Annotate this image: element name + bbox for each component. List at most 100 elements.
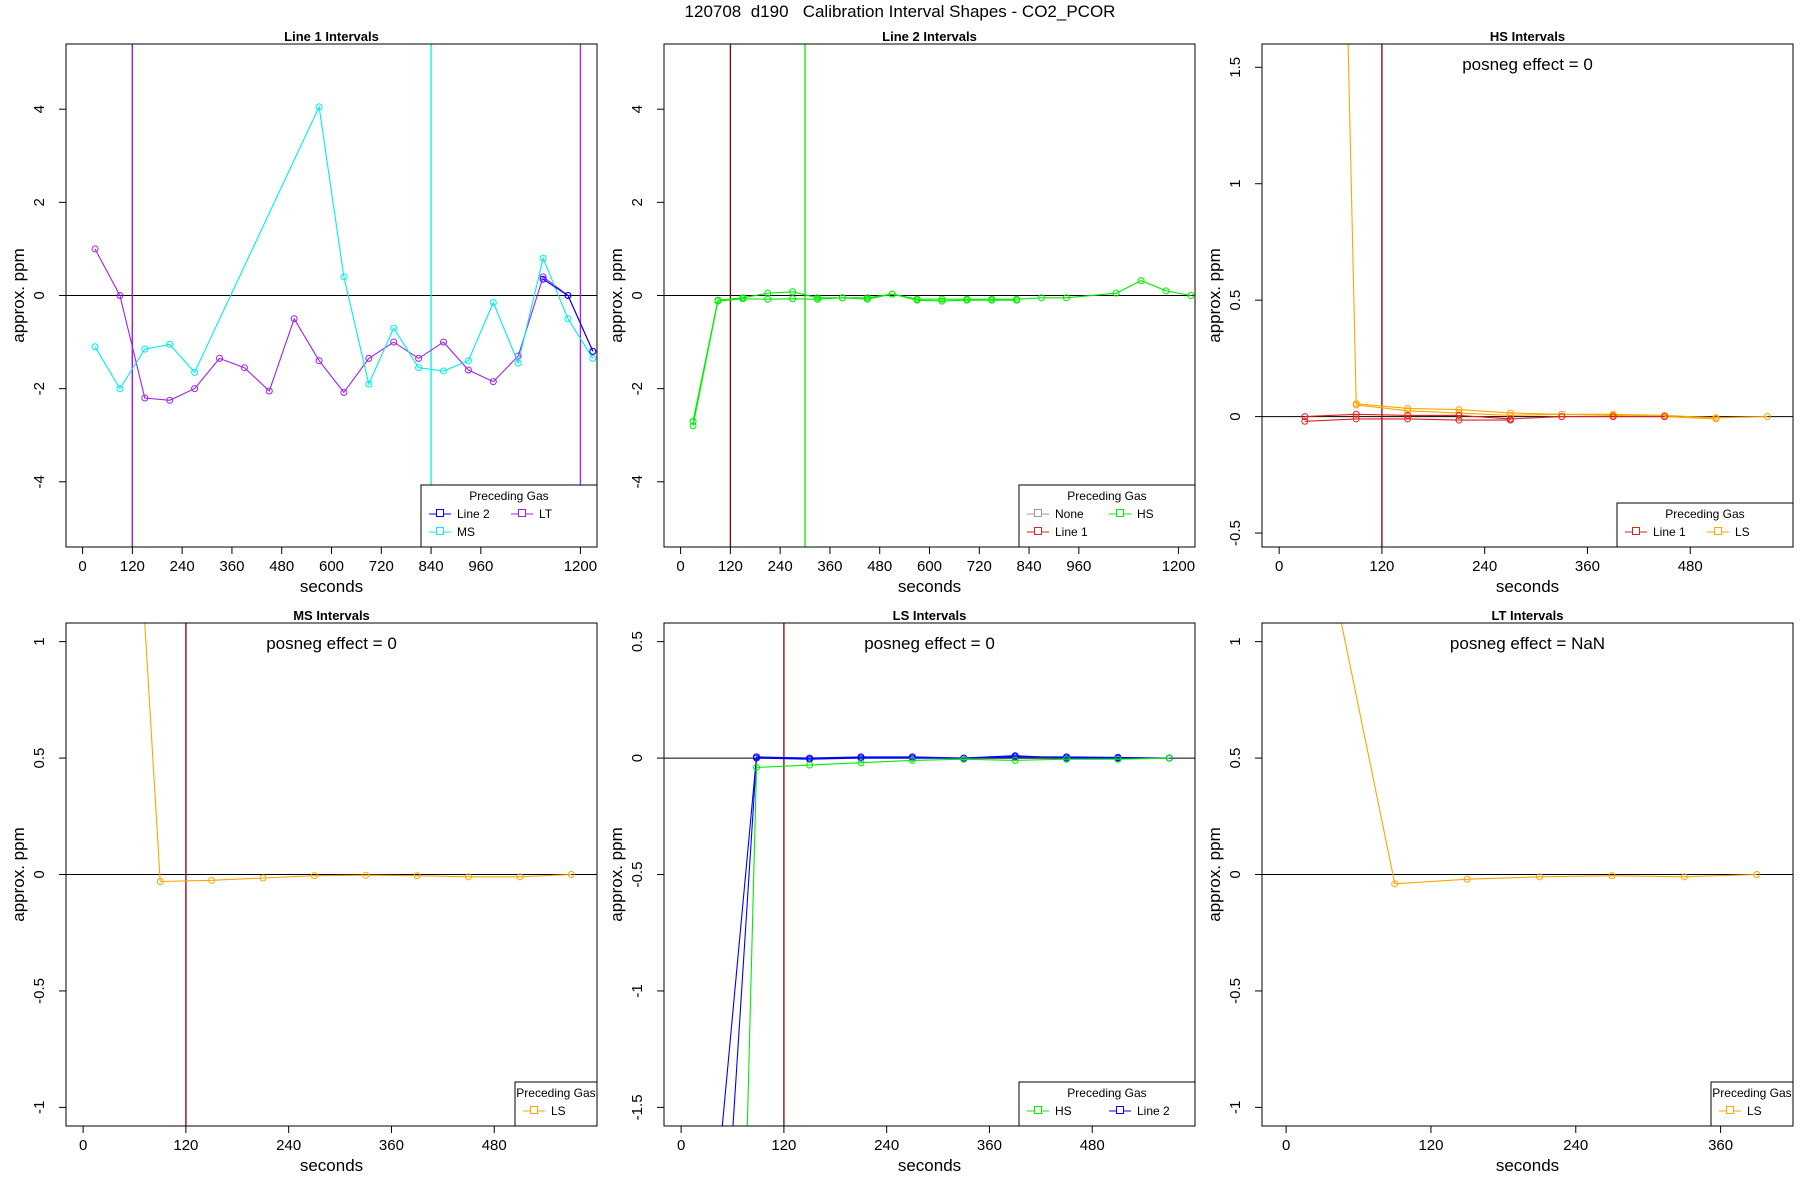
x-axis-label: seconds (898, 1156, 961, 1175)
data-point (714, 297, 722, 305)
data-point (1301, 413, 1309, 421)
data-point (1608, 872, 1616, 880)
data-point (1455, 411, 1463, 419)
data-point (1137, 277, 1145, 285)
y-tick-label: 4 (629, 105, 646, 113)
x-tick-label: 0 (79, 1137, 87, 1154)
data-point (140, 592, 146, 598)
data-point (1112, 289, 1120, 297)
data-point (589, 347, 597, 355)
series-line-hs (692, 279, 1192, 422)
data-point (315, 357, 323, 365)
y-tick-label: 0.5 (1227, 290, 1244, 311)
data-point (1763, 413, 1771, 421)
legend-entry-lt: LT (539, 507, 553, 521)
legend-swatch-marker (436, 527, 444, 535)
data-point (1352, 410, 1360, 418)
data-point (1506, 416, 1514, 424)
series-line-ls (1340, 623, 1757, 885)
y-tick-label: -0.5 (31, 978, 48, 1004)
y-tick-label: 0.5 (1227, 748, 1244, 769)
data-point (390, 324, 398, 332)
legend: Preceding Gas LS (1710, 1081, 1794, 1127)
data-point (752, 754, 760, 762)
plot-frame (663, 622, 1196, 1127)
series-line-lt (94, 248, 594, 401)
series-line-line-2 (542, 278, 594, 352)
x-tick-label: 0 (677, 1137, 685, 1154)
data-point (465, 873, 473, 881)
y-tick-label: -4 (629, 475, 646, 488)
data-point (166, 340, 174, 348)
data-point (1609, 413, 1617, 421)
data-point (908, 754, 916, 762)
data-point (938, 295, 946, 303)
x-tick-label: 1200 (1162, 558, 1195, 575)
data-point (141, 394, 149, 402)
chart-panel-3: HS Intervals 0 120 240 360 480 seconds -0.5 0 0.5… (1205, 29, 1794, 596)
data-point (960, 755, 968, 763)
y-tick-label: 1 (1227, 180, 1244, 188)
legend-swatch-marker (1116, 1106, 1124, 1114)
data-point (265, 387, 273, 395)
data-point (514, 359, 522, 367)
panel-title: MS Intervals (293, 608, 370, 623)
data-point (362, 871, 370, 879)
posneg-annotation: posneg effect = 0 (1462, 55, 1593, 74)
panel-title: Line 2 Intervals (882, 29, 977, 44)
posneg-annotation: posneg effect = 0 (266, 634, 397, 653)
legend-entry-hs: HS (1055, 1104, 1072, 1118)
data-point (564, 292, 572, 299)
data-point (913, 296, 921, 304)
data-point (1114, 755, 1122, 763)
legend-swatch-marker (1034, 509, 1042, 517)
legend-title: Preceding Gas (1712, 1086, 1791, 1100)
x-tick-label: 360 (219, 558, 244, 575)
data-point (315, 103, 323, 111)
legend-swatch-marker (436, 509, 444, 517)
y-axis-label: approx. ppm (607, 248, 626, 343)
chart-panel-5: LS Intervals 0 120 240 360 480 seconds -1.5 -1 -0… (607, 608, 1196, 1175)
x-tick-label: 240 (276, 1137, 301, 1154)
legend-entry-hs: HS (1137, 507, 1154, 521)
data-point (413, 872, 421, 880)
series-line-line-1 (1304, 413, 1665, 420)
posneg-annotation: posneg effect = 0 (864, 634, 995, 653)
legend-swatch-marker (1632, 527, 1640, 535)
data-point (1038, 294, 1046, 302)
plot-area (1340, 623, 1761, 888)
data-point (340, 273, 348, 281)
data-point (838, 294, 846, 302)
data-point (440, 338, 448, 346)
legend-title: Preceding Gas (1067, 489, 1146, 503)
y-tick-label: 0 (629, 291, 646, 299)
legend-entry-line-1: Line 1 (1653, 525, 1686, 539)
x-tick-label: 120 (718, 558, 743, 575)
x-tick-label: 1200 (564, 558, 597, 575)
legend-swatch-marker (1714, 527, 1722, 535)
data-point (440, 367, 448, 375)
legend-swatch-marker (518, 509, 526, 517)
x-tick-label: 120 (173, 1137, 198, 1154)
y-tick-label: -1.5 (629, 1094, 646, 1120)
data-point (1352, 415, 1360, 423)
data-point (1455, 409, 1463, 417)
legend-box (514, 1081, 598, 1127)
data-point (1558, 413, 1566, 421)
x-tick-label: 0 (1282, 1137, 1290, 1154)
y-tick-label: -0.5 (629, 862, 646, 888)
x-axis-label: seconds (1496, 1156, 1559, 1175)
legend-swatch-marker (530, 1106, 538, 1114)
y-tick-label: -2 (31, 382, 48, 395)
data-point (988, 296, 996, 304)
y-tick-label: -2 (629, 382, 646, 395)
legend-swatch-marker (1726, 1106, 1734, 1114)
x-axis-label: seconds (300, 1156, 363, 1175)
data-point (813, 295, 821, 303)
data-point (489, 378, 497, 386)
data-point (1062, 294, 1070, 302)
series-line-line-2 (732, 755, 1170, 1126)
data-point (215, 354, 223, 362)
data-point (1162, 287, 1170, 295)
